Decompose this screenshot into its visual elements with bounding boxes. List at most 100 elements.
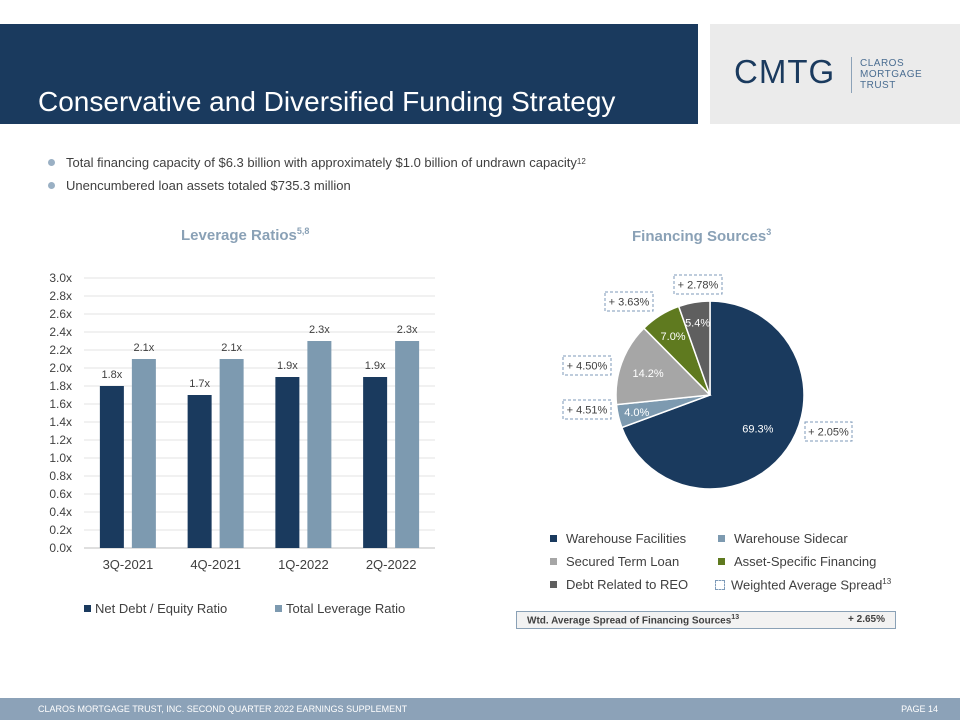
pie-legend-item: Warehouse Facilities [550,531,686,546]
logo-word: TRUST [860,80,896,91]
x-tick-label: 1Q-2022 [278,557,329,572]
footer-text: CLAROS MORTGAGE TRUST, INC. SECOND QUART… [38,704,408,714]
bar [307,341,332,548]
bullet-text: Unencumbered loan assets totaled $735.3 … [66,178,351,193]
bullet-item: Unencumbered loan assets totaled $735.3 … [46,178,586,201]
slice-label: 7.0% [661,331,686,343]
slice-label: 69.3% [742,423,773,435]
company-logo: CMTG [734,53,836,90]
legend-label: Debt Related to REO [566,577,689,592]
bar-legend-item: Total Leverage Ratio [275,601,405,616]
logo-divider [851,57,852,93]
bar-chart-title: Leverage Ratios5,8 [181,226,309,244]
financing-pie-chart: 69.3% + 2.05% 4.0% + 4.51% 14.2% + 4.50% 7.0% +… [562,274,853,490]
x-tick-label: 3Q-2021 [103,557,154,572]
y-tick-label: 2.8x [49,289,72,303]
footnote-ref: 13 [731,614,740,621]
y-tick-label: 1.6x [49,397,72,411]
y-tick-label: 1.0x [49,451,72,465]
legend-swatch [275,605,282,612]
weighted-spread-label-text: Wtd. Average Spread of Financing Sources [527,615,732,627]
weighted-spread-box: Wtd. Average Spread of Financing Sources… [516,611,896,629]
legend-label: Net Debt / Equity Ratio [95,601,228,616]
page-number: PAGE 14 [901,704,938,714]
slice-label: 5.4% [685,318,710,330]
bar [187,395,212,548]
legend-label: Warehouse Facilities [566,531,687,546]
y-tick-label: 2.2x [49,343,72,357]
y-tick-label: 0.8x [49,469,72,483]
data-label: 1.7x [189,378,210,390]
bullet-list: Total financing capacity of $6.3 billion… [46,155,586,201]
footnote-ref: 5,8 [296,226,310,236]
spread-callout [673,274,723,295]
spread-callout [562,355,612,376]
spread-callout [804,421,853,442]
spread-label: + 4.50% [567,361,608,373]
slice-label: 14.2% [632,368,663,380]
pie-chart-title-text: Financing Sources [632,228,767,245]
legend-swatch [550,558,557,565]
data-label: 2.1x [133,342,154,354]
y-tick-label: 0.6x [49,487,72,501]
data-label: 2.3x [309,324,330,336]
x-tick-label: 4Q-2021 [190,557,241,572]
data-label: 2.3x [397,324,418,336]
legend-label: Weighted Average Spread [731,577,883,593]
legend-swatch [550,581,557,588]
pie-legend-item: Asset-Specific Financing [718,554,876,569]
legend-swatch [84,605,91,612]
pie-slice [677,300,711,396]
pie-legend-item: Secured Term Loan [550,554,679,569]
legend-label: Asset-Specific Financing [734,554,877,569]
bullet-text: Total financing capacity of $6.3 billion… [66,155,577,170]
bar [219,359,244,548]
legend-label: Total Leverage Ratio [286,601,406,616]
page-title: Conservative and Diversified Funding Str… [38,86,616,117]
spread-label: + 3.63% [609,297,650,309]
spread-label: + 2.78% [678,280,719,292]
pie-legend-item: Debt Related to REO [550,577,688,592]
y-tick-label: 0.4x [49,505,72,519]
pie-slice [620,300,805,490]
data-label: 1.9x [365,360,386,372]
legend-swatch [550,535,557,542]
pie-legend-item: Weighted Average Spread13 [715,577,891,592]
weighted-spread-label: Wtd. Average Spread of Financing Sources… [527,614,739,626]
slice-label: 4.0% [624,407,649,419]
data-label: 1.9x [277,360,298,372]
y-tick-label: 2.0x [49,361,72,375]
footnote-ref: 12 [576,157,586,166]
bar [99,386,124,548]
logo-panel [710,24,960,124]
y-tick-label: 1.2x [49,433,72,447]
bullet-item: Total financing capacity of $6.3 billion… [46,155,586,178]
pie-slice [615,327,712,406]
header-bar [0,24,698,124]
spread-label: + 4.51% [567,405,608,417]
bar [363,377,388,548]
y-tick-label: 1.4x [49,415,72,429]
logo-word: MORTGAGE [860,69,923,80]
legend-label: Secured Term Loan [566,554,680,569]
spread-callout [604,291,654,312]
bar-legend-item: Net Debt / Equity Ratio [84,601,227,616]
leverage-bar-chart: 0.0x 0.2x 0.4x 0.6x 0.8x 1.0x 1.2x 1.4x 1.6x 1.8x… [49,271,435,572]
y-tick-label: 3.0x [49,271,72,285]
y-tick-label: 2.4x [49,325,72,339]
x-tick-label: 2Q-2022 [366,557,417,572]
legend-label: Warehouse Sidecar [734,531,848,546]
legend-swatch [718,535,725,542]
y-tick-label: 0.0x [49,541,72,555]
y-tick-label: 2.6x [49,307,72,321]
bar-chart-title-text: Leverage Ratios [181,227,297,244]
spread-callout [562,399,612,420]
footnote-ref: 13 [882,577,892,586]
logo-word: CLAROS [860,58,905,69]
bar [395,341,420,548]
legend-swatch [718,558,725,565]
dashed-box-icon [715,580,725,591]
spread-label: + 2.05% [808,427,849,439]
weighted-spread-value: + 2.65% [848,614,885,625]
